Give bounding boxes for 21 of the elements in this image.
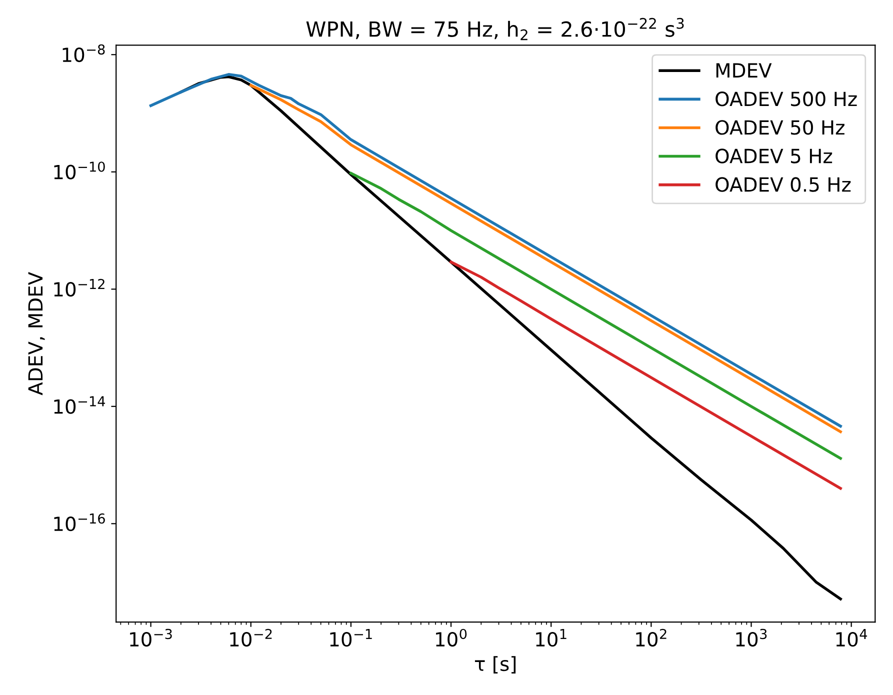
x-tick-label: 10$^{4}$: [836, 629, 868, 647]
chart-title: WPN, BW = 75 Hz, h$_{2}$ = 2.6·10$^{−22}$ s$^{3}$: [306, 18, 684, 40]
x-tick-label: 10$^{2}$: [636, 628, 666, 647]
x-tick-label: 10$^{3}$: [736, 628, 767, 647]
x-axis-title: τ [s]: [474, 656, 516, 674]
legend-label: MDEV: [716, 63, 772, 78]
y-tick-label: 10$^{−10}$: [54, 162, 105, 180]
y-axis-title: ADEV, MDEV: [28, 272, 45, 396]
legend-label: OADEV 0.5 Hz: [716, 177, 851, 192]
x-tick-label: 10$^{−2}$: [230, 628, 272, 647]
y-tick-label: 10$^{−14}$: [54, 396, 106, 414]
legend-label: OADEV 50 Hz: [716, 120, 844, 135]
legend-label: OADEV 500 Hz: [716, 92, 857, 106]
x-tick-label: 10$^{−3}$: [130, 628, 172, 647]
x-tick-label: 10$^{0}$: [436, 628, 467, 647]
x-tick-label: 10$^{−1}$: [330, 629, 372, 647]
y-tick-label: 10$^{−12}$: [54, 278, 104, 297]
x-tick-label: 10$^{1}$: [536, 629, 566, 647]
y-tick-label: 10$^{−16}$: [54, 513, 105, 532]
y-tick-label: 10$^{−8}$: [62, 44, 105, 62]
legend-label: OADEV 5 Hz: [716, 148, 832, 164]
